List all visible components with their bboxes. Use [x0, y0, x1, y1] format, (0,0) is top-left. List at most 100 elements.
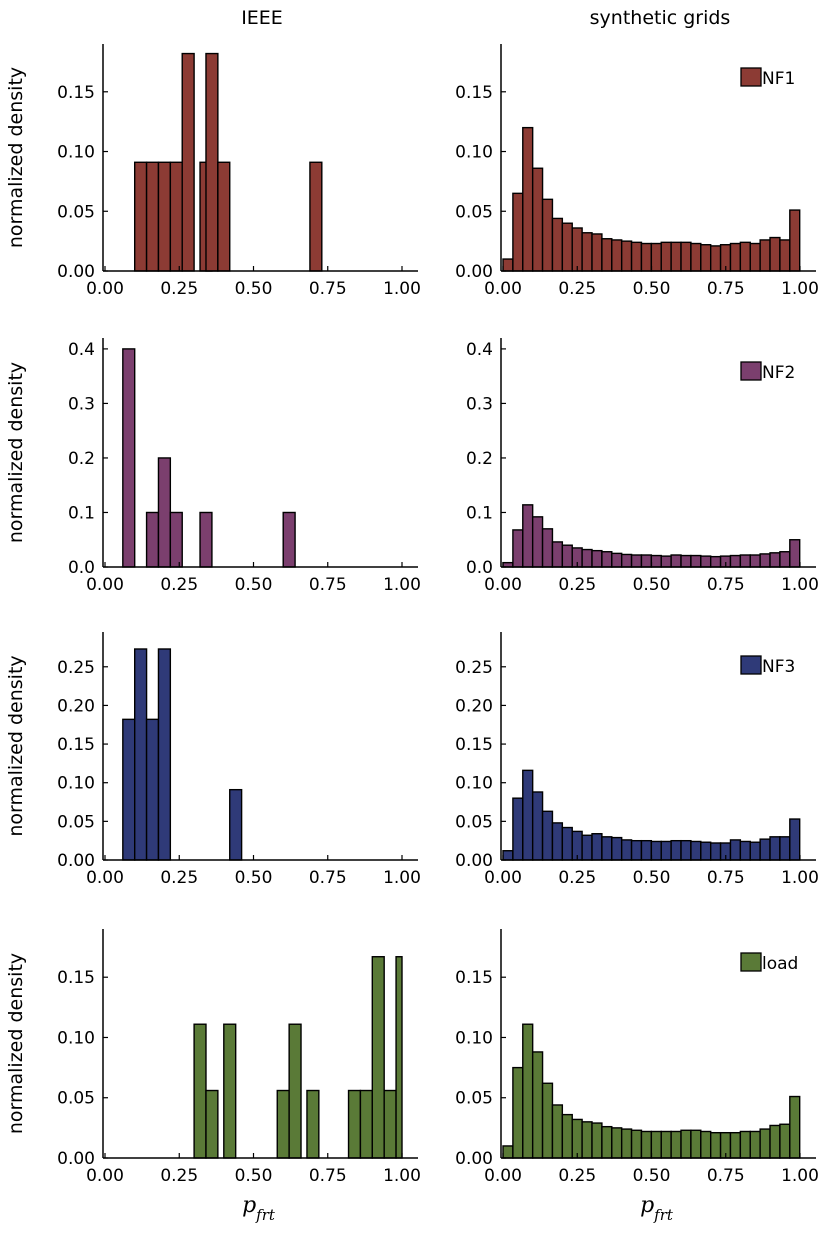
- y-tick-label: 0.05: [57, 202, 95, 222]
- y-tick-label: 0.3: [68, 394, 95, 414]
- bar: [670, 839, 682, 861]
- bar: [749, 1130, 761, 1159]
- x-tick-label: 1.00: [383, 575, 421, 595]
- bar: [789, 539, 801, 568]
- bar: [217, 161, 231, 272]
- x-tick-label: 0.00: [484, 1166, 522, 1186]
- y-tick-label: 0.10: [57, 774, 95, 794]
- bar: [133, 161, 148, 272]
- bar: [359, 1089, 374, 1159]
- y-tick-label: 0.10: [455, 774, 493, 794]
- panel-0-0: 0.00 0.25 0.50 0.75 1.00 0.00 0.05 0.10 0.15 norm…: [5, 44, 421, 299]
- x-tick-label: 0.50: [235, 868, 273, 888]
- y-tick-label: 0.15: [455, 735, 493, 755]
- y-axis-label: normalized density: [5, 655, 27, 836]
- column-title-ieee: IEEE: [241, 7, 283, 29]
- bar: [690, 242, 702, 272]
- bar: [145, 718, 160, 861]
- x-tick-label: 0.00: [86, 279, 124, 299]
- x-tick-label: 0.50: [633, 279, 671, 299]
- x-axis-label: pfrt: [640, 1193, 674, 1224]
- bar: [282, 511, 296, 568]
- bar: [276, 1089, 290, 1159]
- bar: [551, 822, 564, 861]
- bar: [502, 850, 514, 861]
- y-tick-label: 0.10: [57, 1028, 95, 1048]
- bar: [620, 553, 633, 568]
- bar: [640, 554, 653, 568]
- bar: [670, 241, 682, 272]
- bar: [512, 529, 524, 568]
- bar: [640, 839, 653, 861]
- bar: [739, 1130, 751, 1159]
- bar: [531, 791, 544, 861]
- bar: [591, 833, 603, 861]
- bar: [630, 241, 643, 272]
- y-tick-label: 0.05: [455, 202, 493, 222]
- bar: [309, 161, 323, 272]
- bar: [541, 810, 554, 861]
- bar: [581, 548, 593, 568]
- x-tick-label: 0.00: [86, 1166, 124, 1186]
- x-tick-label: 1.00: [781, 868, 819, 888]
- bar: [383, 1089, 397, 1159]
- y-axis-label: normalized density: [5, 953, 27, 1134]
- bar: [650, 554, 662, 568]
- y-tick-label: 0.10: [455, 1028, 493, 1048]
- y-tick-label: 0.2: [68, 449, 95, 469]
- bar: [660, 840, 672, 861]
- y-tick-label: 0.1: [466, 503, 493, 523]
- bar: [680, 1129, 692, 1159]
- x-tick-label: 0.75: [707, 575, 745, 595]
- x-tick-label: 0.00: [484, 575, 522, 595]
- bar: [789, 1095, 801, 1159]
- bar: [541, 1082, 554, 1159]
- bar: [670, 554, 682, 568]
- bar: [630, 839, 643, 861]
- x-tick-label: 0.25: [558, 279, 596, 299]
- bar: [193, 1023, 207, 1159]
- bar: [347, 1089, 362, 1159]
- y-axis-label: normalized density: [5, 362, 27, 543]
- y-tick-label: 0.15: [455, 968, 493, 988]
- y-tick-label: 0.00: [455, 1149, 493, 1169]
- legend: NF1: [740, 67, 795, 89]
- bar: [739, 840, 751, 861]
- bar: [749, 554, 761, 568]
- y-tick-label: 0.00: [455, 851, 493, 871]
- bar: [512, 797, 524, 861]
- bar: [541, 198, 554, 272]
- bar: [700, 555, 712, 568]
- y-tick-label: 0.10: [455, 143, 493, 163]
- x-tick-label: 1.00: [781, 575, 819, 595]
- y-tick-label: 0.3: [466, 394, 493, 414]
- y-tick-label: 0.05: [57, 812, 95, 832]
- panel-0-1: 0.00 0.25 0.50 0.75 1.00 0.00 0.05 0.10 0.15 NF1: [455, 44, 819, 299]
- x-tick-label: 0.00: [484, 279, 522, 299]
- bar: [145, 161, 160, 272]
- bar: [729, 839, 742, 861]
- bar: [581, 834, 593, 861]
- bar: [779, 551, 791, 568]
- bar: [531, 167, 544, 272]
- bar: [700, 1130, 712, 1159]
- bar: [169, 511, 183, 568]
- panel-2-1: 0.00 0.25 0.50 0.75 1.00 0.00 0.05 0.10 0.15 0.20…: [455, 632, 819, 888]
- y-tick-label: 0.05: [57, 1089, 95, 1109]
- bar: [700, 841, 712, 861]
- x-tick-label: 1.00: [781, 1166, 819, 1186]
- bar: [690, 554, 702, 568]
- bar: [157, 648, 172, 861]
- y-tick-label: 0.0: [68, 558, 95, 578]
- bar: [779, 836, 791, 861]
- y-tick-label: 0.00: [455, 262, 493, 282]
- bar: [690, 840, 702, 861]
- x-tick-label: 0.75: [707, 279, 745, 299]
- y-tick-label: 0.0: [466, 558, 493, 578]
- bar: [650, 1130, 662, 1159]
- bar: [522, 126, 534, 272]
- bar: [640, 1130, 653, 1159]
- bar: [670, 1130, 682, 1159]
- y-tick-label: 0.1: [68, 503, 95, 523]
